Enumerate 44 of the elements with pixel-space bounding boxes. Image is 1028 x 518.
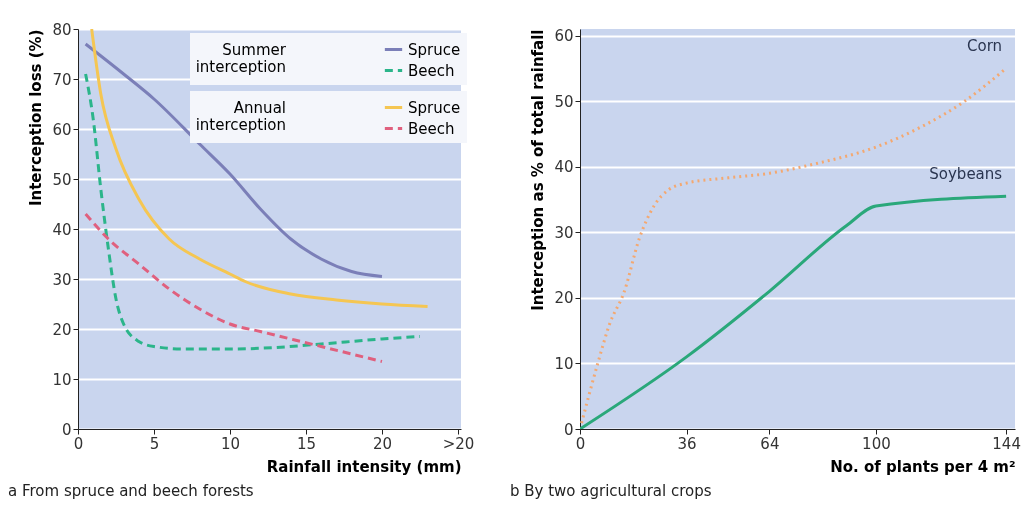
text: a From spruce and beech forests (8, 482, 254, 500)
x-tick-label: 20 (372, 434, 393, 453)
annotation: Summer interception (195, 41, 287, 76)
x-tick-label: 144 (992, 434, 1021, 453)
text: b By two agricultural crops (510, 482, 712, 500)
y-tick-label: 50 (554, 92, 574, 111)
x-tick-label: 0 (73, 434, 84, 453)
line-series (580, 194, 1008, 429)
legend-label: Beech (408, 61, 455, 80)
x-tick-label: 100 (862, 434, 891, 453)
legend-label: Beech (408, 119, 455, 138)
y-tick-label: 10 (554, 354, 574, 373)
y-tick-label: 40 (52, 220, 72, 239)
x-tick-label: 15 (296, 434, 317, 453)
y-axis-title: Interception as % of total rainfall (529, 29, 548, 311)
legend-label: Spruce (408, 40, 461, 59)
series-label: Corn (967, 37, 1003, 56)
y-tick-label: 40 (554, 158, 574, 177)
x-tick-label: >20 (442, 434, 475, 453)
x-tick-label: 5 (149, 434, 160, 453)
y-tick-label: 30 (52, 270, 72, 289)
y-tick-label: 0 (61, 420, 72, 439)
annotation: Annual interception (195, 99, 286, 134)
y-tick-label: 20 (52, 320, 72, 339)
x-tick-label: 36 (677, 434, 697, 453)
line-series (84, 212, 384, 363)
x-axis-title: No. of plants per 4 m² (830, 457, 1016, 476)
y-tick-label: 50 (52, 170, 72, 189)
x-axis-title: Rainfall intensity (mm) (266, 457, 462, 476)
y-tick-label: 10 (52, 370, 72, 389)
y-tick-label: 80 (52, 20, 72, 39)
legend-label: Spruce (408, 98, 461, 117)
y-axis-title: Interception loss (%) (27, 29, 46, 207)
y-tick-label: 70 (52, 70, 72, 89)
x-tick-label: 0 (575, 434, 586, 453)
y-tick-label: 60 (554, 27, 574, 46)
x-tick-label: 64 (760, 434, 780, 453)
x-tick-label: 10 (220, 434, 241, 453)
series-label: Soybeans (929, 165, 1003, 184)
y-tick-label: 60 (52, 120, 72, 139)
y-tick-label: 30 (554, 223, 574, 242)
y-tick-label: 20 (554, 289, 574, 308)
y-tick-label: 0 (563, 420, 574, 439)
line-series (84, 42, 384, 278)
